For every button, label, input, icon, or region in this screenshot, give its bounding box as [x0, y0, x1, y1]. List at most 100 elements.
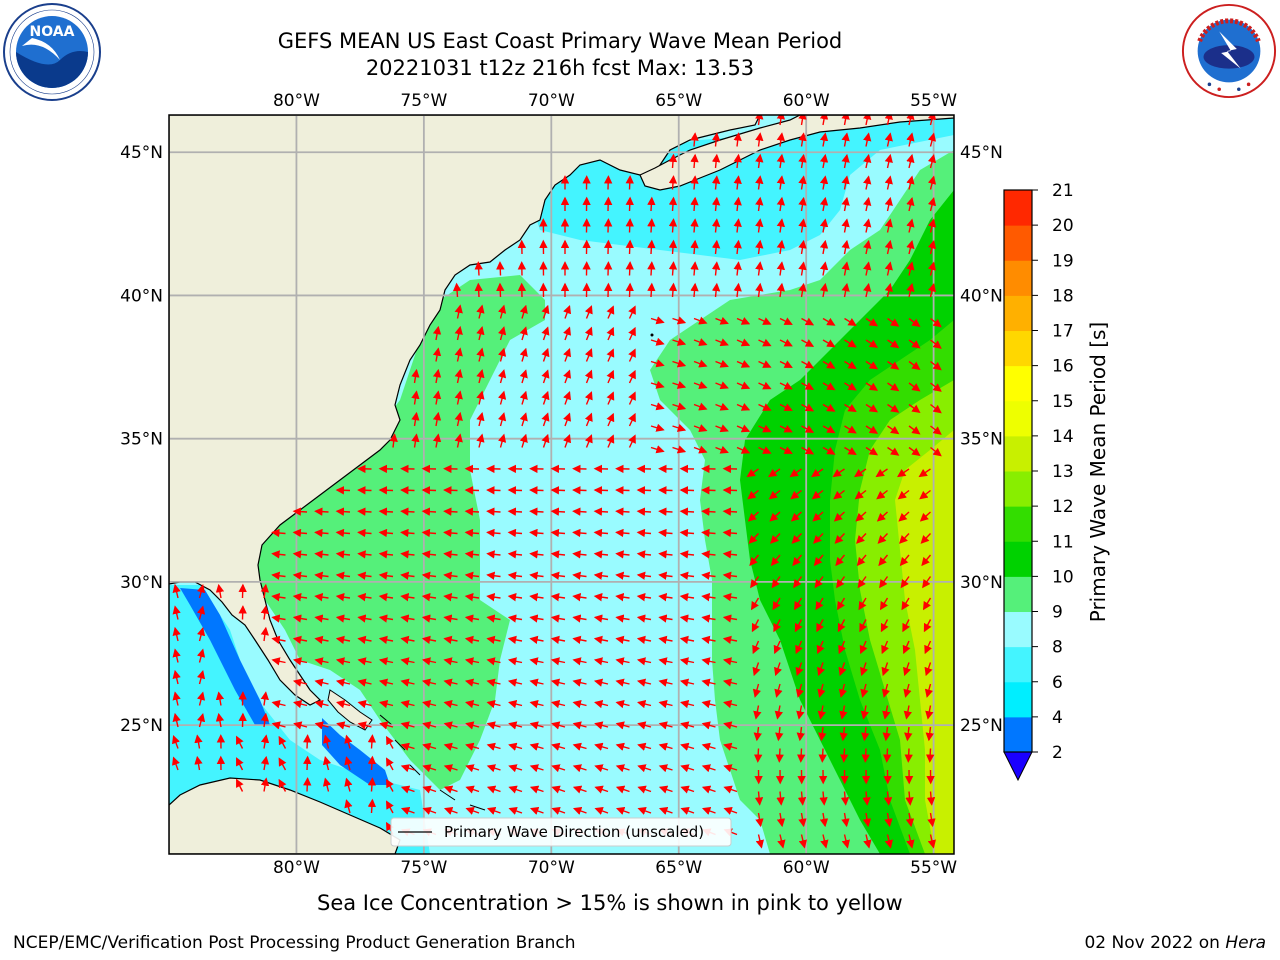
wave-arrow-677 [260, 691, 269, 706]
wave-arrow-321 [865, 446, 879, 456]
wave-arrow-806 [701, 764, 716, 773]
wave-arrow-13 [776, 132, 786, 147]
wave-arrow-410 [271, 528, 286, 538]
wave-arrow-855 [443, 807, 458, 815]
wave-arrow-801 [594, 764, 609, 773]
wave-arrow-294 [844, 425, 857, 434]
wave-arrow-525 [636, 593, 652, 602]
wave-arrow-104 [863, 239, 872, 255]
wave-arrow-586 [464, 635, 480, 645]
wave-arrow-872 [819, 812, 829, 828]
wave-arrow-375 [833, 489, 845, 500]
wave-arrow-176 [432, 325, 442, 341]
wave-arrow-718 [357, 721, 372, 730]
wave-arrow-693 [594, 699, 609, 709]
colorbar-segment-0 [1004, 716, 1032, 753]
wave-arrow-267 [801, 403, 815, 412]
wave-arrow-681 [336, 699, 351, 709]
footer-date: 02 Nov 2022 on [1084, 933, 1226, 953]
wave-arrow-6 [884, 115, 893, 126]
wave-arrow-508 [271, 593, 286, 602]
map-plot-area: Primary Wave Direction (unscaled) [169, 115, 954, 854]
wave-arrow-504 [196, 584, 206, 599]
wave-arrow-364 [593, 486, 609, 495]
wave-arrow-79 [755, 218, 764, 233]
colorbar-segment-11 [1004, 330, 1032, 367]
wave-arrow-550 [421, 614, 437, 623]
wave-arrow-592 [593, 635, 609, 645]
wave-arrow-95 [668, 239, 678, 255]
lat-tick-left-3: 30°N [120, 573, 163, 593]
wave-arrow-352 [335, 486, 351, 495]
wave-arrow-764 [572, 742, 587, 751]
wave-arrow-117 [668, 261, 678, 276]
wave-arrow-554 [507, 614, 523, 623]
wave-arrow-445 [357, 550, 372, 559]
wave-arrow-234 [628, 369, 636, 384]
wave-arrow-256 [563, 390, 572, 405]
wave-arrow-371 [747, 489, 759, 500]
wave-arrow-626 [615, 657, 630, 666]
wave-arrow-768 [658, 742, 673, 751]
wave-arrow-192 [779, 338, 793, 347]
wave-arrow-275 [432, 411, 442, 427]
lat-tick-right-2: 35°N [960, 430, 1003, 450]
wave-arrow-317 [779, 446, 793, 454]
wave-arrow-650 [443, 678, 458, 687]
wave-arrow-695 [637, 699, 652, 709]
wave-arrow-76 [690, 218, 699, 233]
wave-arrow-824 [386, 778, 394, 792]
wave-arrow-702 [796, 705, 805, 720]
wave-arrow-230 [541, 369, 550, 384]
wave-arrow-562 [679, 614, 695, 623]
wave-arrow-475 [335, 571, 351, 580]
wave-arrow-776 [839, 748, 849, 763]
wave-arrow-108 [474, 261, 483, 276]
wave-arrow-800 [572, 764, 587, 773]
wave-arrow-664 [752, 683, 761, 698]
wave-arrow-530 [750, 597, 760, 611]
wave-arrow-368 [679, 486, 695, 495]
wave-arrow-268 [822, 403, 836, 412]
wave-arrow-680 [314, 699, 329, 709]
wave-arrow-763 [551, 742, 566, 751]
wave-arrow-163 [672, 316, 687, 325]
wave-arrow-243 [822, 382, 836, 391]
wave-arrow-316 [758, 446, 772, 454]
wave-arrow-399 [701, 507, 716, 516]
period-band-blue-bahamas [322, 718, 390, 785]
wave-arrow-87 [927, 218, 937, 233]
wave-arrow-769 [680, 742, 695, 751]
wave-arrow-481 [464, 571, 480, 580]
legend-label: Primary Wave Direction (unscaled) [444, 823, 704, 841]
wave-arrow-223 [930, 360, 942, 371]
period-band-yellow-13-14 [895, 430, 954, 854]
wave-arrow-784 [236, 757, 244, 771]
wave-arrow-394 [593, 507, 609, 516]
wave-arrow-737 [775, 726, 784, 742]
wave-arrow-431 [722, 528, 738, 538]
wave-arrow-588 [507, 635, 523, 645]
wave-arrow-780 [925, 748, 935, 763]
wave-arrow-231 [563, 369, 572, 384]
wave-arrow-4 [841, 115, 850, 126]
wave-arrow-672 [924, 683, 933, 698]
wave-arrow-798 [529, 764, 544, 773]
wave-arrow-386 [421, 507, 437, 516]
wave-arrow-17 [863, 132, 872, 147]
wave-arrow-538 [922, 597, 932, 611]
wave-arrow-864 [637, 807, 652, 815]
wave-arrow-786 [278, 757, 287, 771]
wave-arrow-584 [421, 635, 437, 645]
wave-arrow-401 [747, 511, 759, 522]
wave-arrow-853 [400, 807, 415, 815]
wave-arrow-561 [658, 614, 673, 623]
wave-arrow-270 [865, 403, 879, 413]
wave-arrow-276 [454, 411, 463, 427]
wave-arrow-456 [593, 550, 609, 559]
wave-arrow-752 [322, 734, 332, 749]
wave-arrow-362 [550, 486, 566, 495]
wave-arrow-218 [822, 360, 836, 369]
wave-arrow-221 [887, 360, 900, 370]
wave-arrow-685 [422, 699, 437, 709]
